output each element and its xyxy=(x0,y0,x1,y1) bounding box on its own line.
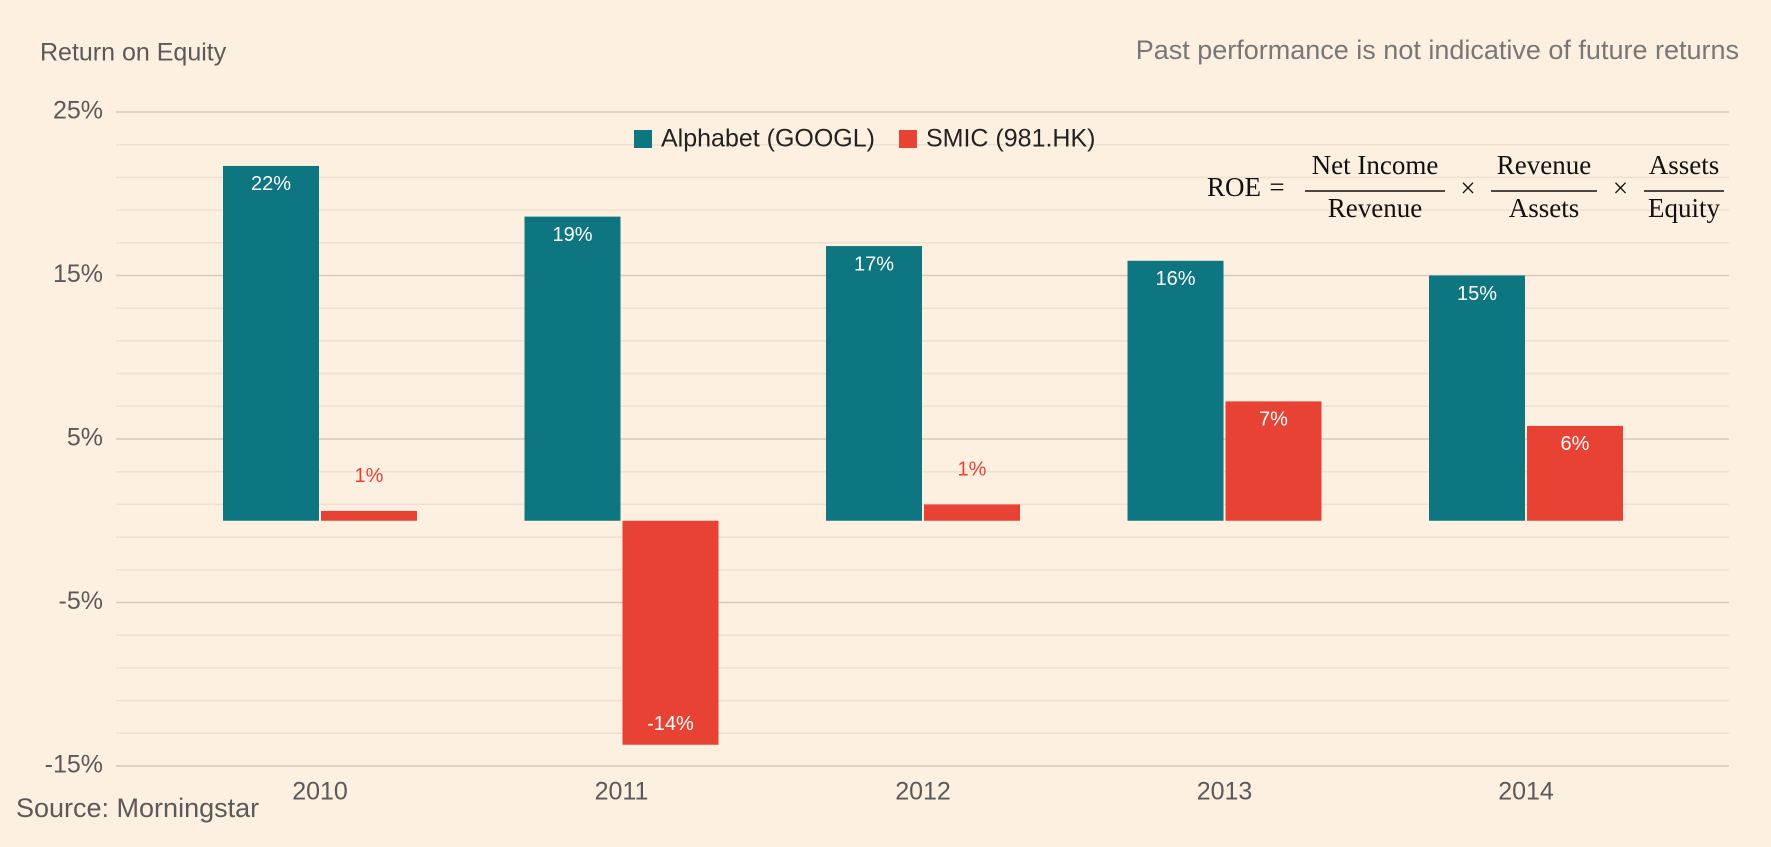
legend-label: SMIC (981.HK) xyxy=(926,125,1095,153)
formula-denominator: Revenue xyxy=(1328,193,1422,223)
bar xyxy=(826,246,922,521)
bar xyxy=(524,216,621,521)
x-tick-label: 2013 xyxy=(1197,778,1253,806)
value-label: 1% xyxy=(355,465,384,487)
value-label: 17% xyxy=(854,253,894,275)
value-label: 7% xyxy=(1259,409,1288,431)
value-label: 1% xyxy=(958,459,987,481)
formula-lhs: ROE xyxy=(1207,172,1261,202)
legend-swatch xyxy=(634,130,652,148)
x-tick-label: 2012 xyxy=(895,778,951,806)
value-label: 15% xyxy=(1457,283,1497,305)
formula-equals: = xyxy=(1269,172,1284,202)
bar xyxy=(1429,275,1525,521)
value-label: 16% xyxy=(1155,268,1195,290)
y-tick-label: -5% xyxy=(59,587,103,615)
formula-times: × xyxy=(1460,173,1475,203)
bar xyxy=(924,504,1020,521)
bar xyxy=(321,510,417,521)
value-label: 22% xyxy=(251,173,291,195)
formula-numerator: Revenue xyxy=(1497,150,1591,180)
formula-times: × xyxy=(1613,173,1628,203)
value-label: 19% xyxy=(552,224,592,246)
y-tick-label: 5% xyxy=(67,424,103,452)
bar xyxy=(1225,401,1322,521)
formula-numerator: Net Income xyxy=(1312,150,1439,180)
subtitle: Past performance is not indicative of fu… xyxy=(1136,35,1739,65)
x-tick-label: 2014 xyxy=(1498,778,1554,806)
bar xyxy=(622,520,719,745)
y-tick-label: 15% xyxy=(53,260,103,288)
x-tick-label: 2011 xyxy=(595,778,649,806)
legend-swatch xyxy=(898,130,917,148)
x-tick-label: 2010 xyxy=(292,778,348,806)
bar xyxy=(1127,260,1224,521)
formula-numerator: Assets xyxy=(1649,150,1720,180)
y-tick-label: -15% xyxy=(45,751,103,779)
legend-label: Alphabet (GOOGL) xyxy=(661,125,875,153)
y-tick-label: 25% xyxy=(53,97,103,125)
y-axis-label: Return on Equity xyxy=(40,39,227,67)
value-label: -14% xyxy=(647,713,694,735)
bar xyxy=(1527,425,1623,521)
bar xyxy=(223,165,319,521)
value-label: 6% xyxy=(1561,433,1590,455)
formula-denominator: Equity xyxy=(1648,193,1720,223)
formula-denominator: Assets xyxy=(1509,193,1580,223)
source: Source: Morningstar xyxy=(16,793,259,823)
